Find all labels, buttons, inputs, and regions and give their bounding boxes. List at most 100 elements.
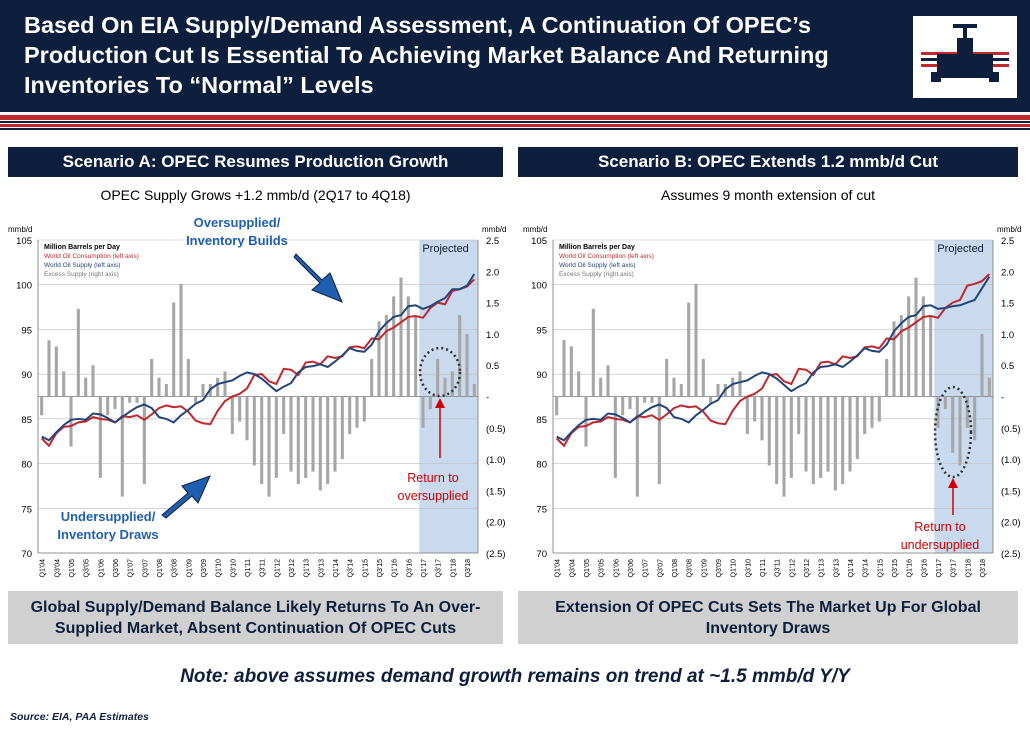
excess-supply-bar xyxy=(848,396,852,472)
x-tick-label: Q1'10 xyxy=(216,559,223,578)
scenario-a-heading: Scenario A: OPEC Resumes Production Grow… xyxy=(8,147,503,177)
scenario-b-subtitle: Assumes 9 month extension of cut xyxy=(661,187,875,203)
x-tick-label: Q3'16 xyxy=(406,559,413,578)
excess-supply-bar xyxy=(885,358,889,397)
excess-supply-bar xyxy=(194,396,198,403)
y2-tick-label: (2.0) xyxy=(486,518,506,529)
excess-supply-bar xyxy=(599,377,603,397)
x-tick-label: Q1'07 xyxy=(128,559,135,578)
x-tick-label: Q3'04 xyxy=(54,559,61,578)
x-tick-label: Q1'09 xyxy=(701,559,708,578)
return-label: Return to xyxy=(407,471,458,485)
excess-supply-bar xyxy=(406,296,410,397)
excess-supply-bar xyxy=(679,383,683,397)
x-tick-label: Q3'13 xyxy=(833,559,840,578)
x-tick-label: Q1'12 xyxy=(274,559,281,578)
excess-supply-bar xyxy=(311,396,315,472)
x-tick-label: Q3'05 xyxy=(599,559,606,578)
supply-line xyxy=(41,273,476,442)
x-tick-label: Q3'11 xyxy=(260,559,267,577)
x-tick-label: Q1'16 xyxy=(907,559,914,578)
x-tick-label: Q1'13 xyxy=(304,559,311,578)
y-tick-label: 100 xyxy=(16,281,32,292)
excess-supply-bar xyxy=(245,396,249,441)
x-tick-label: Q3'05 xyxy=(84,559,91,578)
legend-entry: Excess Supply (right axis) xyxy=(559,271,634,278)
excess-supply-bar xyxy=(973,396,977,441)
excess-supply-bar xyxy=(643,396,647,403)
y2-tick-label: - xyxy=(486,393,489,404)
legend-entry: World Oil Consumption (left axis) xyxy=(44,253,139,260)
excess-supply-bar xyxy=(569,346,573,397)
x-tick-label: Q1'13 xyxy=(819,559,826,578)
scenario-a-conclusion: Global Supply/Demand Balance Likely Retu… xyxy=(8,591,503,644)
y-tick-label: 80 xyxy=(21,460,32,471)
excess-supply-bar xyxy=(106,396,110,416)
x-tick-label: Q1'10 xyxy=(731,559,738,578)
return-label: oversupplied xyxy=(398,489,469,503)
y-tick-label: 75 xyxy=(21,504,32,515)
x-tick-label: Q1'08 xyxy=(672,559,679,578)
arrow-up-right-icon xyxy=(161,475,211,519)
excess-supply-bar xyxy=(965,396,969,428)
x-tick-label: Q3'10 xyxy=(745,559,752,578)
page-title: Based On EIA Supply/Demand Assessment, A… xyxy=(24,12,829,98)
arrow-down-right-icon xyxy=(293,253,343,303)
excess-supply-bar xyxy=(355,396,359,428)
y2-tick-label: (1.5) xyxy=(486,486,506,497)
x-tick-label: Q1'17 xyxy=(421,559,428,578)
excess-supply-bar xyxy=(635,396,639,497)
excess-supply-bar xyxy=(348,396,352,435)
scenario-b-heading: Scenario B: OPEC Extends 1.2 mmb/d Cut xyxy=(518,147,1018,177)
projected-label: Projected xyxy=(937,243,983,255)
excess-supply-bar xyxy=(672,377,676,397)
excess-supply-bar xyxy=(62,371,66,397)
excess-supply-bar xyxy=(179,283,183,397)
undersupplied-label: Undersupplied/ xyxy=(61,509,156,524)
x-tick-label: Q3'14 xyxy=(348,559,355,578)
x-tick-label: Q1'15 xyxy=(877,559,884,578)
y-axis-label: mmb/d xyxy=(8,225,32,234)
oversupplied-label: Oversupplied/ xyxy=(194,215,281,230)
scenario-b-chart: 105 100 95 90 85 80 75 70 2.5 2.0 1.5 1.0 0.5 - (0.5) (… xyxy=(523,225,1021,578)
excess-supply-bar xyxy=(826,396,830,472)
excess-supply-bar xyxy=(577,371,581,397)
excess-supply-bar xyxy=(621,396,625,416)
excess-supply-bar xyxy=(987,377,991,397)
y-tick-label: 85 xyxy=(536,415,547,426)
excess-supply-bar xyxy=(128,396,132,403)
excess-supply-bar xyxy=(709,396,713,403)
x-tick-label: Q3'04 xyxy=(569,559,576,578)
excess-supply-bar xyxy=(584,396,588,447)
y2-tick-label: 1.0 xyxy=(1001,330,1014,341)
y-tick-label: 105 xyxy=(531,236,547,247)
y-tick-label: 100 xyxy=(531,281,547,292)
excess-supply-bar xyxy=(899,315,903,397)
excess-supply-bar xyxy=(150,358,154,397)
x-tick-label: Q3'15 xyxy=(892,559,899,578)
y2-tick-label: 2.5 xyxy=(1001,236,1014,247)
excess-supply-bar xyxy=(238,396,242,422)
return-label: Return to xyxy=(914,520,965,534)
inventory-draws-label: Inventory Draws xyxy=(57,527,158,542)
x-tick-label: Q1'16 xyxy=(392,559,399,578)
x-tick-label: Q3'11 xyxy=(775,559,782,577)
excess-supply-bar xyxy=(443,377,447,397)
excess-supply-bar xyxy=(980,333,984,397)
y2-tick-label: (1.5) xyxy=(1001,486,1021,497)
x-tick-label: Q3'15 xyxy=(377,559,384,578)
excess-supply-bar xyxy=(47,340,51,397)
excess-supply-bar xyxy=(223,371,227,397)
excess-supply-bar xyxy=(694,283,698,397)
x-tick-label: Q1'04 xyxy=(40,559,47,578)
excess-supply-bar xyxy=(216,377,220,397)
x-tick-label: Q3'12 xyxy=(289,559,296,578)
y2-tick-label: 1.5 xyxy=(486,299,499,310)
excess-supply-bar xyxy=(701,358,705,397)
y2-tick-label: 2.5 xyxy=(486,236,499,247)
excess-supply-bar xyxy=(230,396,234,435)
scenario-a-subtitle: OPEC Supply Grows +1.2 mmb/d (2Q17 to 4Q… xyxy=(100,187,411,203)
scenario-a-conclusion-text: Global Supply/Demand Balance Likely Retu… xyxy=(30,598,481,637)
y2-tick-label: 2.0 xyxy=(486,267,499,278)
excess-supply-bar xyxy=(665,358,669,397)
